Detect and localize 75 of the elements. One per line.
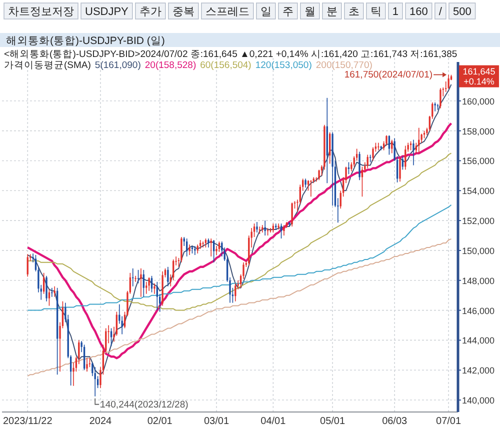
y-tick-label: 158,000	[462, 126, 495, 136]
annotation: 140,244(2023/12/28)	[100, 399, 188, 410]
candlestick	[148, 276, 150, 292]
candlestick	[264, 220, 266, 236]
y-tick-label: 160,000	[462, 96, 495, 106]
candlestick	[448, 74, 450, 90]
candlestick	[388, 134, 390, 156]
x-tick-label: 2023/11/22	[2, 416, 53, 427]
x-tick-label: 07/01	[436, 416, 462, 427]
candlestick	[278, 223, 280, 230]
y-tick-label: 146,000	[462, 306, 495, 316]
candlestick	[283, 224, 285, 236]
candlestick	[86, 358, 88, 372]
candlestick	[234, 282, 236, 302]
candlestick	[167, 266, 169, 287]
x-tick-label: 06/03	[382, 416, 408, 427]
candlestick	[361, 166, 364, 198]
candlestick	[210, 238, 212, 257]
candlestick	[440, 88, 442, 109]
candlestick	[216, 246, 218, 256]
candlestick	[391, 139, 393, 154]
candlestick	[188, 244, 190, 256]
y-tick-label: 152,000	[462, 216, 495, 226]
candlestick	[142, 270, 144, 298]
candlestick	[418, 127, 420, 154]
candlestick	[202, 241, 204, 248]
x-tick-label: 03/01	[204, 416, 230, 427]
candlestick	[26, 254, 28, 278]
candlestick	[372, 146, 374, 162]
y-tick-label: 144,000	[462, 336, 495, 346]
x-tick-label: 2024	[89, 416, 112, 427]
y-tick-label: 154,000	[462, 186, 495, 196]
legend: 가격이동평균(SMA) 5(161,090) 20(158,528) 60(156,504) 120(153,050) 200(150,770)	[4, 60, 372, 71]
candlestick	[212, 240, 215, 263]
y-tick-label: 148,000	[462, 276, 495, 286]
y-tick-label: 156,000	[462, 156, 495, 166]
candlestick	[146, 281, 148, 294]
candlestick	[94, 366, 96, 397]
y-tick-label: 150,000	[462, 246, 495, 256]
candlestick	[366, 154, 368, 169]
candlestick	[156, 281, 158, 311]
candlestick	[221, 241, 223, 257]
y-tick-label: 142,000	[462, 366, 495, 376]
candlestick	[46, 275, 48, 302]
candlestick	[150, 275, 153, 293]
candlestick	[291, 202, 293, 227]
chart-title: 해외통화(통합)-USDJPY-BID (일)	[6, 35, 165, 47]
candlestick	[412, 139, 414, 166]
y-tick-label: 140,000	[462, 396, 495, 406]
candlestick	[402, 156, 404, 170]
candlestick	[137, 270, 140, 284]
candlestick	[318, 169, 320, 181]
candlestick	[194, 246, 196, 256]
candlestick	[386, 134, 388, 146]
candlestick	[180, 236, 182, 263]
candlestick	[378, 142, 380, 151]
candlestick	[399, 157, 401, 182]
x-tick-label: 02/01	[147, 416, 173, 427]
toolbar: 차트정보저장 USDJPY 추가 중복 스프레드 일 주 월 분 초 틱 1 160 / 500	[4, 2, 476, 20]
candlestick	[110, 328, 112, 347]
chart-subtitle: <해외통화(통합)-USDJPY-BID>2024/07/02 종:161,645 ▲0,221 +0,14% 시:161,420 고:161,743 저:161,385	[4, 49, 458, 60]
x-tick-label: 05/01	[320, 416, 346, 427]
candlestick	[48, 288, 50, 306]
candlestick	[358, 151, 360, 181]
x-tick-label: 04/01	[260, 416, 286, 427]
text: 161,645 +0.14%	[462, 66, 496, 86]
candlestick	[154, 282, 156, 294]
candlestick	[434, 102, 436, 112]
candlestick	[140, 268, 142, 298]
candlestick	[218, 241, 220, 252]
annotation: 161,750(2024/07/01)	[344, 70, 433, 81]
candlestick	[275, 223, 277, 230]
candlestick	[256, 222, 258, 233]
candlestick	[134, 275, 136, 282]
candlestick	[348, 162, 350, 175]
